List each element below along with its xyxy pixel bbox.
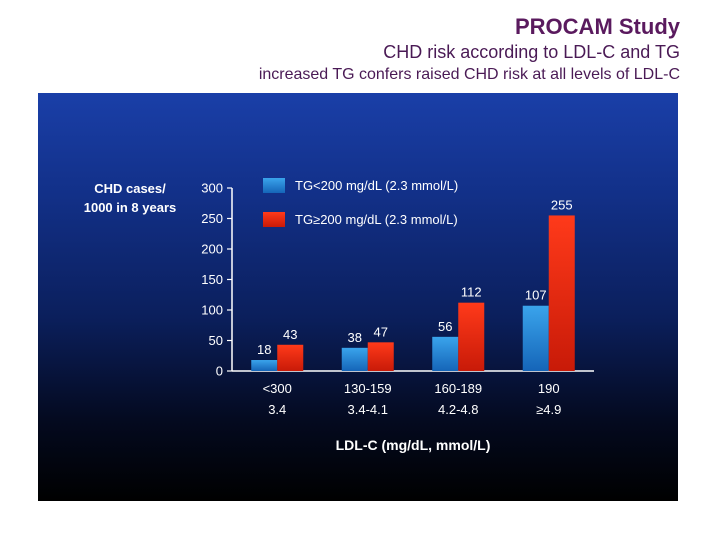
data-label: 18	[257, 342, 271, 357]
slide-title: PROCAM Study	[515, 14, 680, 39]
data-label: 56	[438, 319, 452, 334]
bar-chart: 0 50 100 150 200 250 300 CHD cases/1000 in 8 ye…	[84, 178, 594, 453]
x-tick-label: 130-159	[344, 381, 392, 396]
x-tick-label-secondary: 3.4	[268, 402, 286, 417]
y-tick-label: 150	[201, 272, 223, 287]
y-axis-label: 1000 in 8 years	[84, 200, 177, 215]
bar-tg-high	[277, 344, 304, 371]
x-tick-label-secondary: 3.4-4.1	[348, 402, 388, 417]
slide-header: PROCAM Study CHD risk according to LDL-C…	[259, 14, 680, 86]
slide-note: increased TG confers raised CHD risk at …	[258, 66, 680, 83]
y-tick-label: 250	[201, 211, 223, 226]
y-tick-label: 300	[201, 181, 223, 196]
data-label: 255	[551, 197, 573, 212]
y-axis-label: CHD cases/	[94, 181, 166, 196]
chart-panel: 0 50 100 150 200 250 300 CHD cases/1000 in 8 ye…	[38, 93, 678, 501]
legend-swatch	[263, 212, 285, 227]
legend-label: TG<200 mg/dL (2.3 mmol/L)	[295, 178, 458, 193]
bar-tg-high	[548, 215, 575, 371]
data-label: 38	[348, 330, 362, 345]
bar-tg-low	[251, 360, 278, 371]
x-axis-label: LDL-C (mg/dL, mmol/L)	[336, 437, 491, 453]
y-tick-label: 200	[201, 242, 223, 257]
x-tick-label: 190	[538, 381, 560, 396]
data-label: 107	[525, 288, 547, 303]
data-label: 43	[283, 327, 297, 342]
bar-tg-low	[432, 336, 459, 371]
y-tick-label: 0	[216, 364, 223, 379]
x-tick-label-secondary: 4.2-4.8	[438, 402, 478, 417]
y-tick-label: 50	[209, 333, 223, 348]
data-label: 112	[461, 285, 482, 300]
bar-tg-low	[341, 347, 368, 371]
legend-label: TG≥200 mg/dL (2.3 mmol/L)	[295, 212, 458, 227]
legend-swatch	[263, 178, 285, 193]
y-tick-label: 100	[201, 303, 223, 318]
bar-tg-high	[367, 342, 394, 371]
x-tick-label: 160-189	[434, 381, 482, 396]
bar-tg-low	[522, 305, 549, 371]
x-tick-label: <300	[263, 381, 292, 396]
x-tick-label-secondary: ≥4.9	[536, 402, 561, 417]
bar-tg-high	[458, 302, 485, 371]
data-label: 47	[374, 324, 388, 339]
slide-subtitle: CHD risk according to LDL-C and TG	[383, 42, 680, 62]
